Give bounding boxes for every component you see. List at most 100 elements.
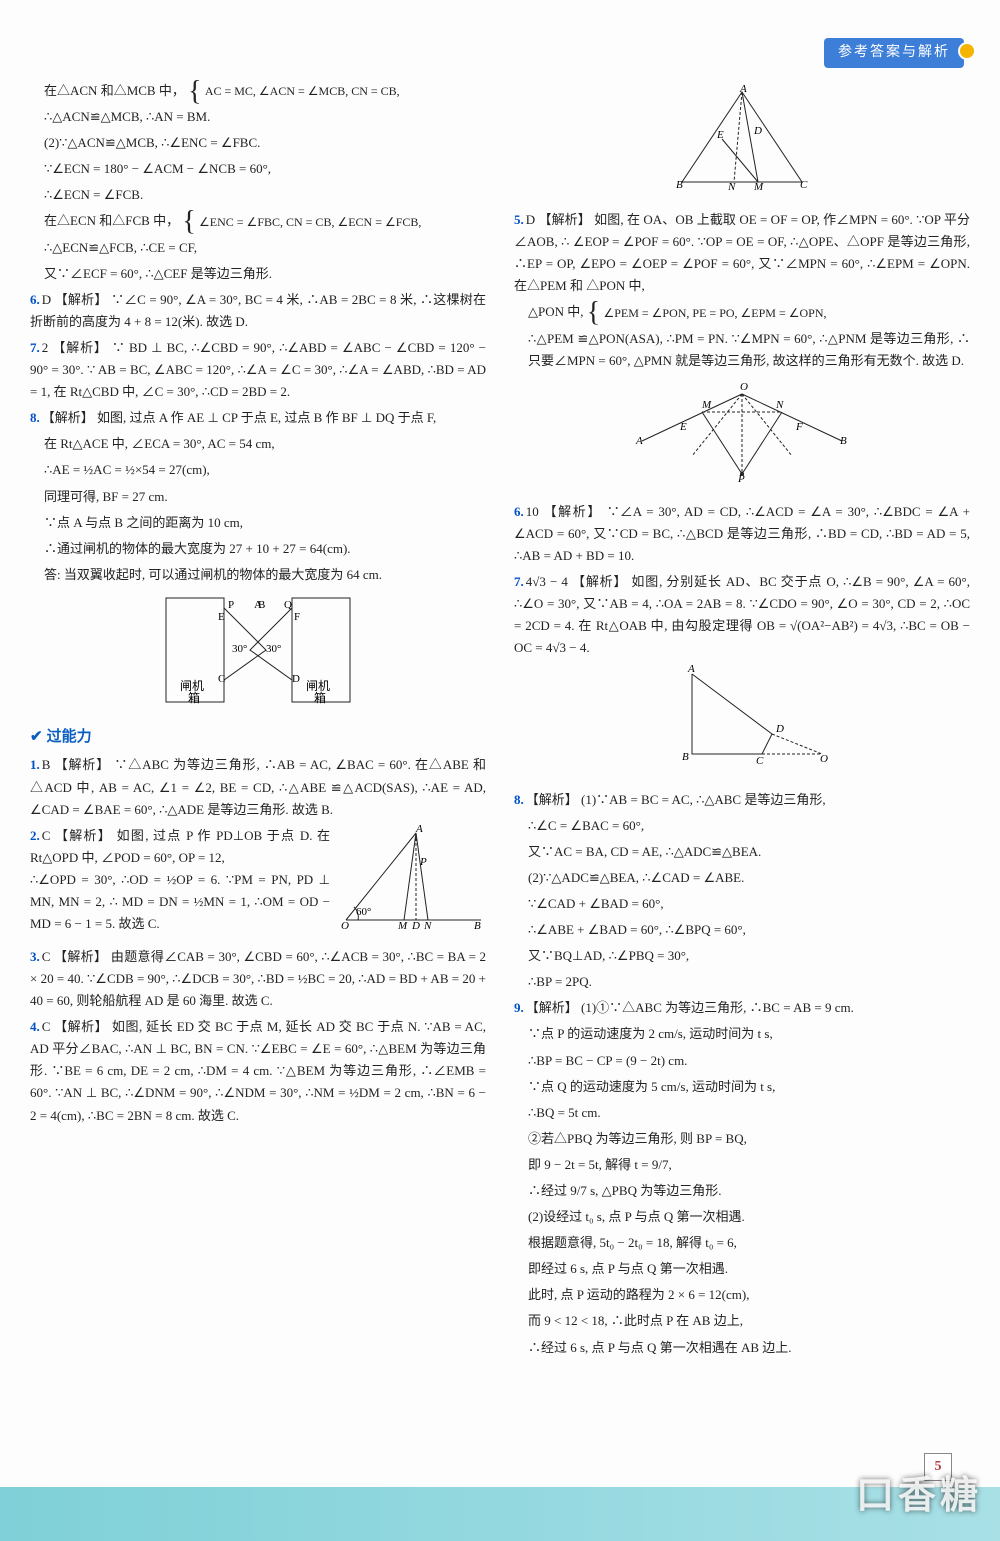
text-line: 根据题意得, 5t₀ − 2t₀ = 18, 解得 t₀ = 6,: [514, 1232, 970, 1254]
figure-rtquad: A B C D O: [514, 664, 970, 781]
problem-number: 7.: [514, 574, 524, 589]
problem-number: 5.: [514, 212, 524, 227]
problem-number: 9.: [514, 1000, 524, 1015]
problem-number: 3.: [30, 949, 40, 964]
figure-triangle-top: A B C D E N M: [514, 84, 970, 201]
svg-text:A: A: [687, 664, 695, 675]
text-line: ∴∠ECN = ∠FCB.: [30, 184, 486, 206]
problem-6: 6.D 【解析】 ∵∠C = 90°, ∠A = 30°, BC = 4 米, …: [30, 289, 486, 333]
page: 参考答案与解析 在△ACN 和△MCB 中， { AC = MC, ∠ACN =…: [0, 0, 1000, 1541]
problem-6r: 6.10 【解析】 ∵∠A = 30°, AD = CD, ∴∠ACD = ∠A…: [514, 501, 970, 567]
figure-fan: O A B E F M N P: [514, 376, 970, 493]
proof-line: 在△ECN 和△FCB 中， { ∠ENC = ∠FBC, CN = CB, ∠…: [30, 210, 486, 232]
left-brace-icon: {: [188, 76, 201, 107]
svg-text:M: M: [753, 181, 764, 193]
svg-text:B: B: [840, 435, 847, 447]
two-column-layout: 在△ACN 和△MCB 中， { AC = MC, ∠ACN = ∠MCB, C…: [30, 80, 970, 1363]
section-heading: ✔过能力: [30, 725, 486, 751]
text-line: ∴∠C = ∠BAC = 60°,: [514, 815, 970, 837]
svg-text:C: C: [800, 179, 808, 191]
text-line: ∴△ECN≌△FCB, ∴CE = CF,: [30, 237, 486, 259]
text-line: ∴经过 9/7 s, △PBQ 为等边三角形.: [514, 1180, 970, 1202]
ability-4: 4.C 【解析】 如图, 延长 ED 交 BC 于点 M, 延长 AD 交 BC…: [30, 1016, 486, 1126]
svg-text:N: N: [775, 399, 784, 411]
text-line: 而 9 < 12 < 18, ∴此时点 P 在 AB 边上,: [514, 1310, 970, 1332]
svg-text:D: D: [292, 673, 300, 685]
svg-text:D: D: [411, 920, 420, 932]
text-line: (2)∵△ACN≌△MCB, ∴∠ENC = ∠FBC.: [30, 132, 486, 154]
problem-number: 6.: [30, 292, 40, 307]
svg-text:箱: 箱: [314, 690, 326, 705]
ability-2: 2.C 【解析】 如图, 过点 P 作 PD⊥OB 于点 D. 在 Rt△OPD…: [30, 825, 486, 942]
text-line: (2)∵△ADC≌△BEA, ∴∠CAD = ∠ABE.: [514, 867, 970, 889]
text-line: 在 Rt△ACE 中, ∠ECA = 30°, AC = 54 cm,: [30, 433, 486, 455]
svg-text:M: M: [397, 920, 408, 932]
text-line: ∵点 Q 的运动速度为 5 cm/s, 运动时间为 t s,: [514, 1076, 970, 1098]
text-line: ∵∠ECN = 180° − ∠ACM − ∠NCB = 60°,: [30, 158, 486, 180]
svg-text:60°: 60°: [356, 906, 371, 918]
svg-text:Q: Q: [284, 599, 292, 611]
problem-number: 4.: [30, 1019, 40, 1034]
text-line: 又∵AC = BA, CD = AE, ∴△ADC≌△BEA.: [514, 841, 970, 863]
svg-text:C: C: [756, 755, 764, 767]
svg-text:A: A: [415, 825, 423, 835]
left-column: 在△ACN 和△MCB 中， { AC = MC, ∠ACN = ∠MCB, C…: [30, 80, 486, 1363]
svg-text:箱: 箱: [188, 690, 200, 705]
proof-line: 在△ACN 和△MCB 中， { AC = MC, ∠ACN = ∠MCB, C…: [30, 80, 486, 102]
text-line: 即经过 6 s, 点 P 与点 Q 第一次相遇.: [514, 1258, 970, 1280]
problem-number: 8.: [30, 410, 40, 425]
svg-text:B: B: [682, 751, 689, 763]
problem-8r: 8.【解析】 (1)∵AB = BC = AC, ∴△ABC 是等边三角形,: [514, 789, 970, 811]
problem-7: 7.2 【解析】 ∵ BD ⊥ BC, ∴∠CBD = 90°, ∴∠ABD =…: [30, 337, 486, 403]
svg-text:N: N: [727, 181, 736, 193]
svg-text:N: N: [423, 920, 432, 932]
svg-text:A: A: [739, 84, 747, 95]
ability-3: 3.C 【解析】 由题意得∠CAB = 30°, ∠CBD = 60°, ∴∠A…: [30, 946, 486, 1012]
svg-text:B: B: [258, 599, 265, 611]
text-line: 此时, 点 P 运动的路程为 2 × 6 = 12(cm),: [514, 1284, 970, 1306]
svg-text:F: F: [795, 421, 803, 433]
svg-text:E: E: [679, 421, 687, 433]
svg-text:O: O: [740, 381, 748, 393]
text-line: 又∵∠ECF = 60°, ∴△CEF 是等边三角形.: [30, 263, 486, 285]
figure-gate: P A B Q E F 30° 30° C D 闸机 箱 闸机 箱: [30, 590, 486, 717]
text-line: ∴∠ABE + ∠BAD = 60°, ∴∠BPQ = 60°,: [514, 919, 970, 941]
text-line: ∴△PEM ≌△PON(ASA), ∴PM = PN. ∵∠MPN = 60°,…: [514, 328, 970, 372]
text-line: ∴BP = 2PQ.: [514, 971, 970, 993]
svg-text:O: O: [820, 753, 828, 765]
svg-text:C: C: [218, 673, 225, 685]
svg-text:M: M: [701, 399, 712, 411]
problem-number: 1.: [30, 757, 40, 772]
svg-text:D: D: [775, 723, 784, 735]
text-line: ∴经过 6 s, 点 P 与点 Q 第一次相遇在 AB 边上.: [514, 1337, 970, 1359]
text-line: 又∵BQ⊥AD, ∴∠PBQ = 30°,: [514, 945, 970, 967]
svg-text:B: B: [474, 920, 481, 932]
svg-text:30°: 30°: [232, 643, 247, 655]
svg-text:A: A: [635, 435, 643, 447]
problem-number: 2.: [30, 828, 40, 843]
problem-number: 8.: [514, 792, 524, 807]
text-line: ∴通过闸机的物体的最大宽度为 27 + 10 + 27 = 64(cm).: [30, 538, 486, 560]
text-line: ∴△ACN≌△MCB, ∴AN = BM.: [30, 106, 486, 128]
text-line: ∵∠CAD + ∠BAD = 60°,: [514, 893, 970, 915]
footer-strip: [0, 1487, 1000, 1541]
text-line: (2)设经过 t₀ s, 点 P 与点 Q 第一次相遇.: [514, 1206, 970, 1228]
svg-text:E: E: [716, 129, 724, 141]
text-line: ②若△PBQ 为等边三角形, 则 BP = BQ,: [514, 1128, 970, 1150]
left-brace-icon: {: [182, 206, 195, 237]
right-column: A B C D E N M 5.D 【解析】 如图, 在 OA、OB 上截取 O…: [514, 80, 970, 1363]
text-line: ∵点 A 与点 B 之间的距离为 10 cm,: [30, 512, 486, 534]
ability-1: 1.B 【解析】 ∵△ABC 为等边三角形, ∴AB = AC, ∠BAC = …: [30, 754, 486, 820]
problem-5r: 5.D 【解析】 如图, 在 OA、OB 上截取 OE = OF = OP, 作…: [514, 209, 970, 297]
problem-number: 7.: [30, 340, 40, 355]
svg-text:O: O: [341, 920, 349, 932]
problem-8: 8.【解析】 如图, 过点 A 作 AE ⊥ CP 于点 E, 过点 B 作 B…: [30, 407, 486, 429]
problem-9r: 9.【解析】 (1)①∵△ABC 为等边三角形, ∴BC = AB = 9 cm…: [514, 997, 970, 1019]
text-line: ∴BP = BC − CP = (9 − 2t) cm.: [514, 1050, 970, 1072]
header-badge: 参考答案与解析: [824, 38, 964, 68]
check-icon: ✔: [30, 729, 43, 745]
figure-angle60: 60° O M D N B A P: [336, 825, 486, 942]
text-line: ∴BQ = 5t cm.: [514, 1102, 970, 1124]
text-line: 即 9 − 2t = 5t, 解得 t = 9/7,: [514, 1154, 970, 1176]
problem-number: 6.: [514, 504, 524, 519]
